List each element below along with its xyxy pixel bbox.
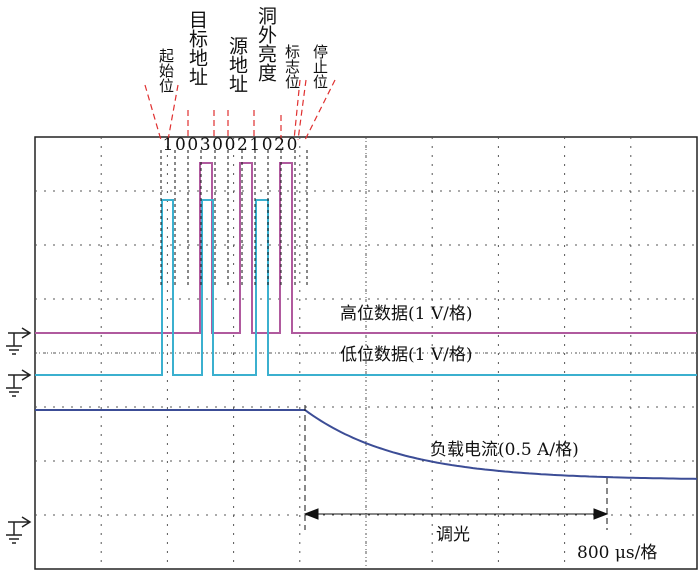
grid (35, 137, 697, 569)
bit-digit: 0 (225, 135, 236, 155)
current-trace (35, 409, 698, 480)
bit-digit: 3 (200, 135, 211, 155)
ground-markers (6, 327, 32, 544)
low-trace-label: 低位数据(1 V/格) (340, 345, 473, 365)
bit-digit: 0 (175, 135, 186, 155)
low-data-trace (35, 199, 697, 376)
bit-digit: 0 (262, 135, 273, 155)
field-label: 标志位 (283, 44, 301, 89)
bit-digit: 2 (274, 135, 285, 155)
bit-boundaries (160, 150, 308, 285)
high-trace-label: 高位数据(1 V/格) (340, 304, 473, 324)
field-label: 洞外亮度 (255, 6, 277, 82)
field-label: 目标地址 (186, 10, 208, 86)
bit-digit: 0 (187, 135, 198, 155)
field-leaders (144, 79, 336, 141)
bit-digit: 2 (237, 135, 248, 155)
dimming-markers (303, 405, 609, 530)
field-label: 源地址 (226, 36, 248, 93)
current-trace-label: 负载电流(0.5 A/格) (430, 440, 579, 460)
dimming-label: 调光 (436, 525, 470, 545)
timebase-label: 800 μs/格 (577, 543, 657, 563)
field-label: 停止位 (311, 44, 329, 89)
timebase-bg (570, 538, 680, 564)
bit-digit: 1 (249, 135, 260, 155)
bit-digit: 0 (212, 135, 223, 155)
field-label: 起始位 (157, 48, 175, 93)
bit-digit: 1 (163, 135, 174, 155)
bit-digit: 0 (287, 135, 298, 155)
high-data-trace (35, 162, 697, 334)
